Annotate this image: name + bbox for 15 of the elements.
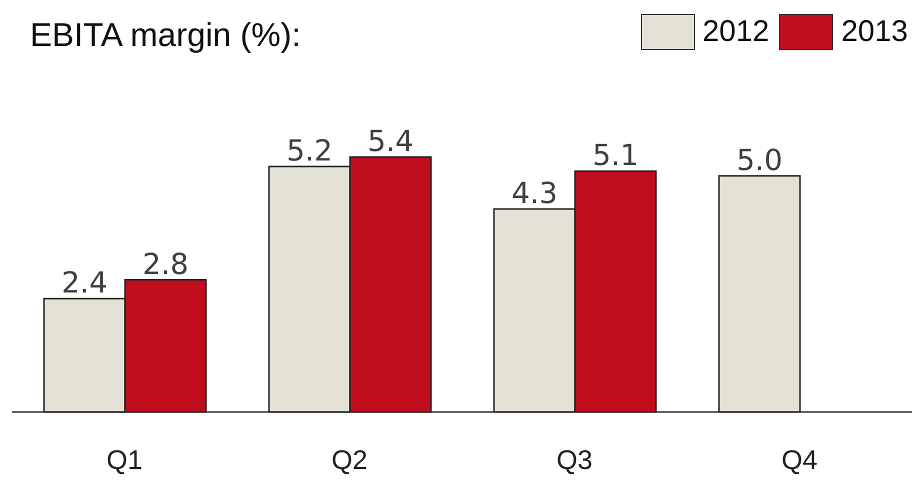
data-label: 4.3 [511, 176, 558, 210]
data-label: 5.0 [736, 142, 783, 177]
x-tick-label: Q4 [781, 445, 818, 476]
chart-title: EBITA margin (%): [30, 16, 301, 54]
x-tick-label: Q3 [556, 445, 593, 476]
data-label: 2.4 [61, 266, 108, 300]
data-label: 5.2 [286, 133, 333, 168]
data-label: 5.1 [592, 138, 639, 172]
x-tick-label: Q1 [106, 445, 143, 476]
legend-label: 2012 [702, 15, 770, 49]
x-tick-label: Q2 [331, 445, 368, 476]
data-label: 2.8 [142, 246, 189, 281]
legend-label: 2013 [841, 15, 908, 49]
data-label: 5.4 [367, 124, 414, 158]
bar [718, 175, 801, 413]
